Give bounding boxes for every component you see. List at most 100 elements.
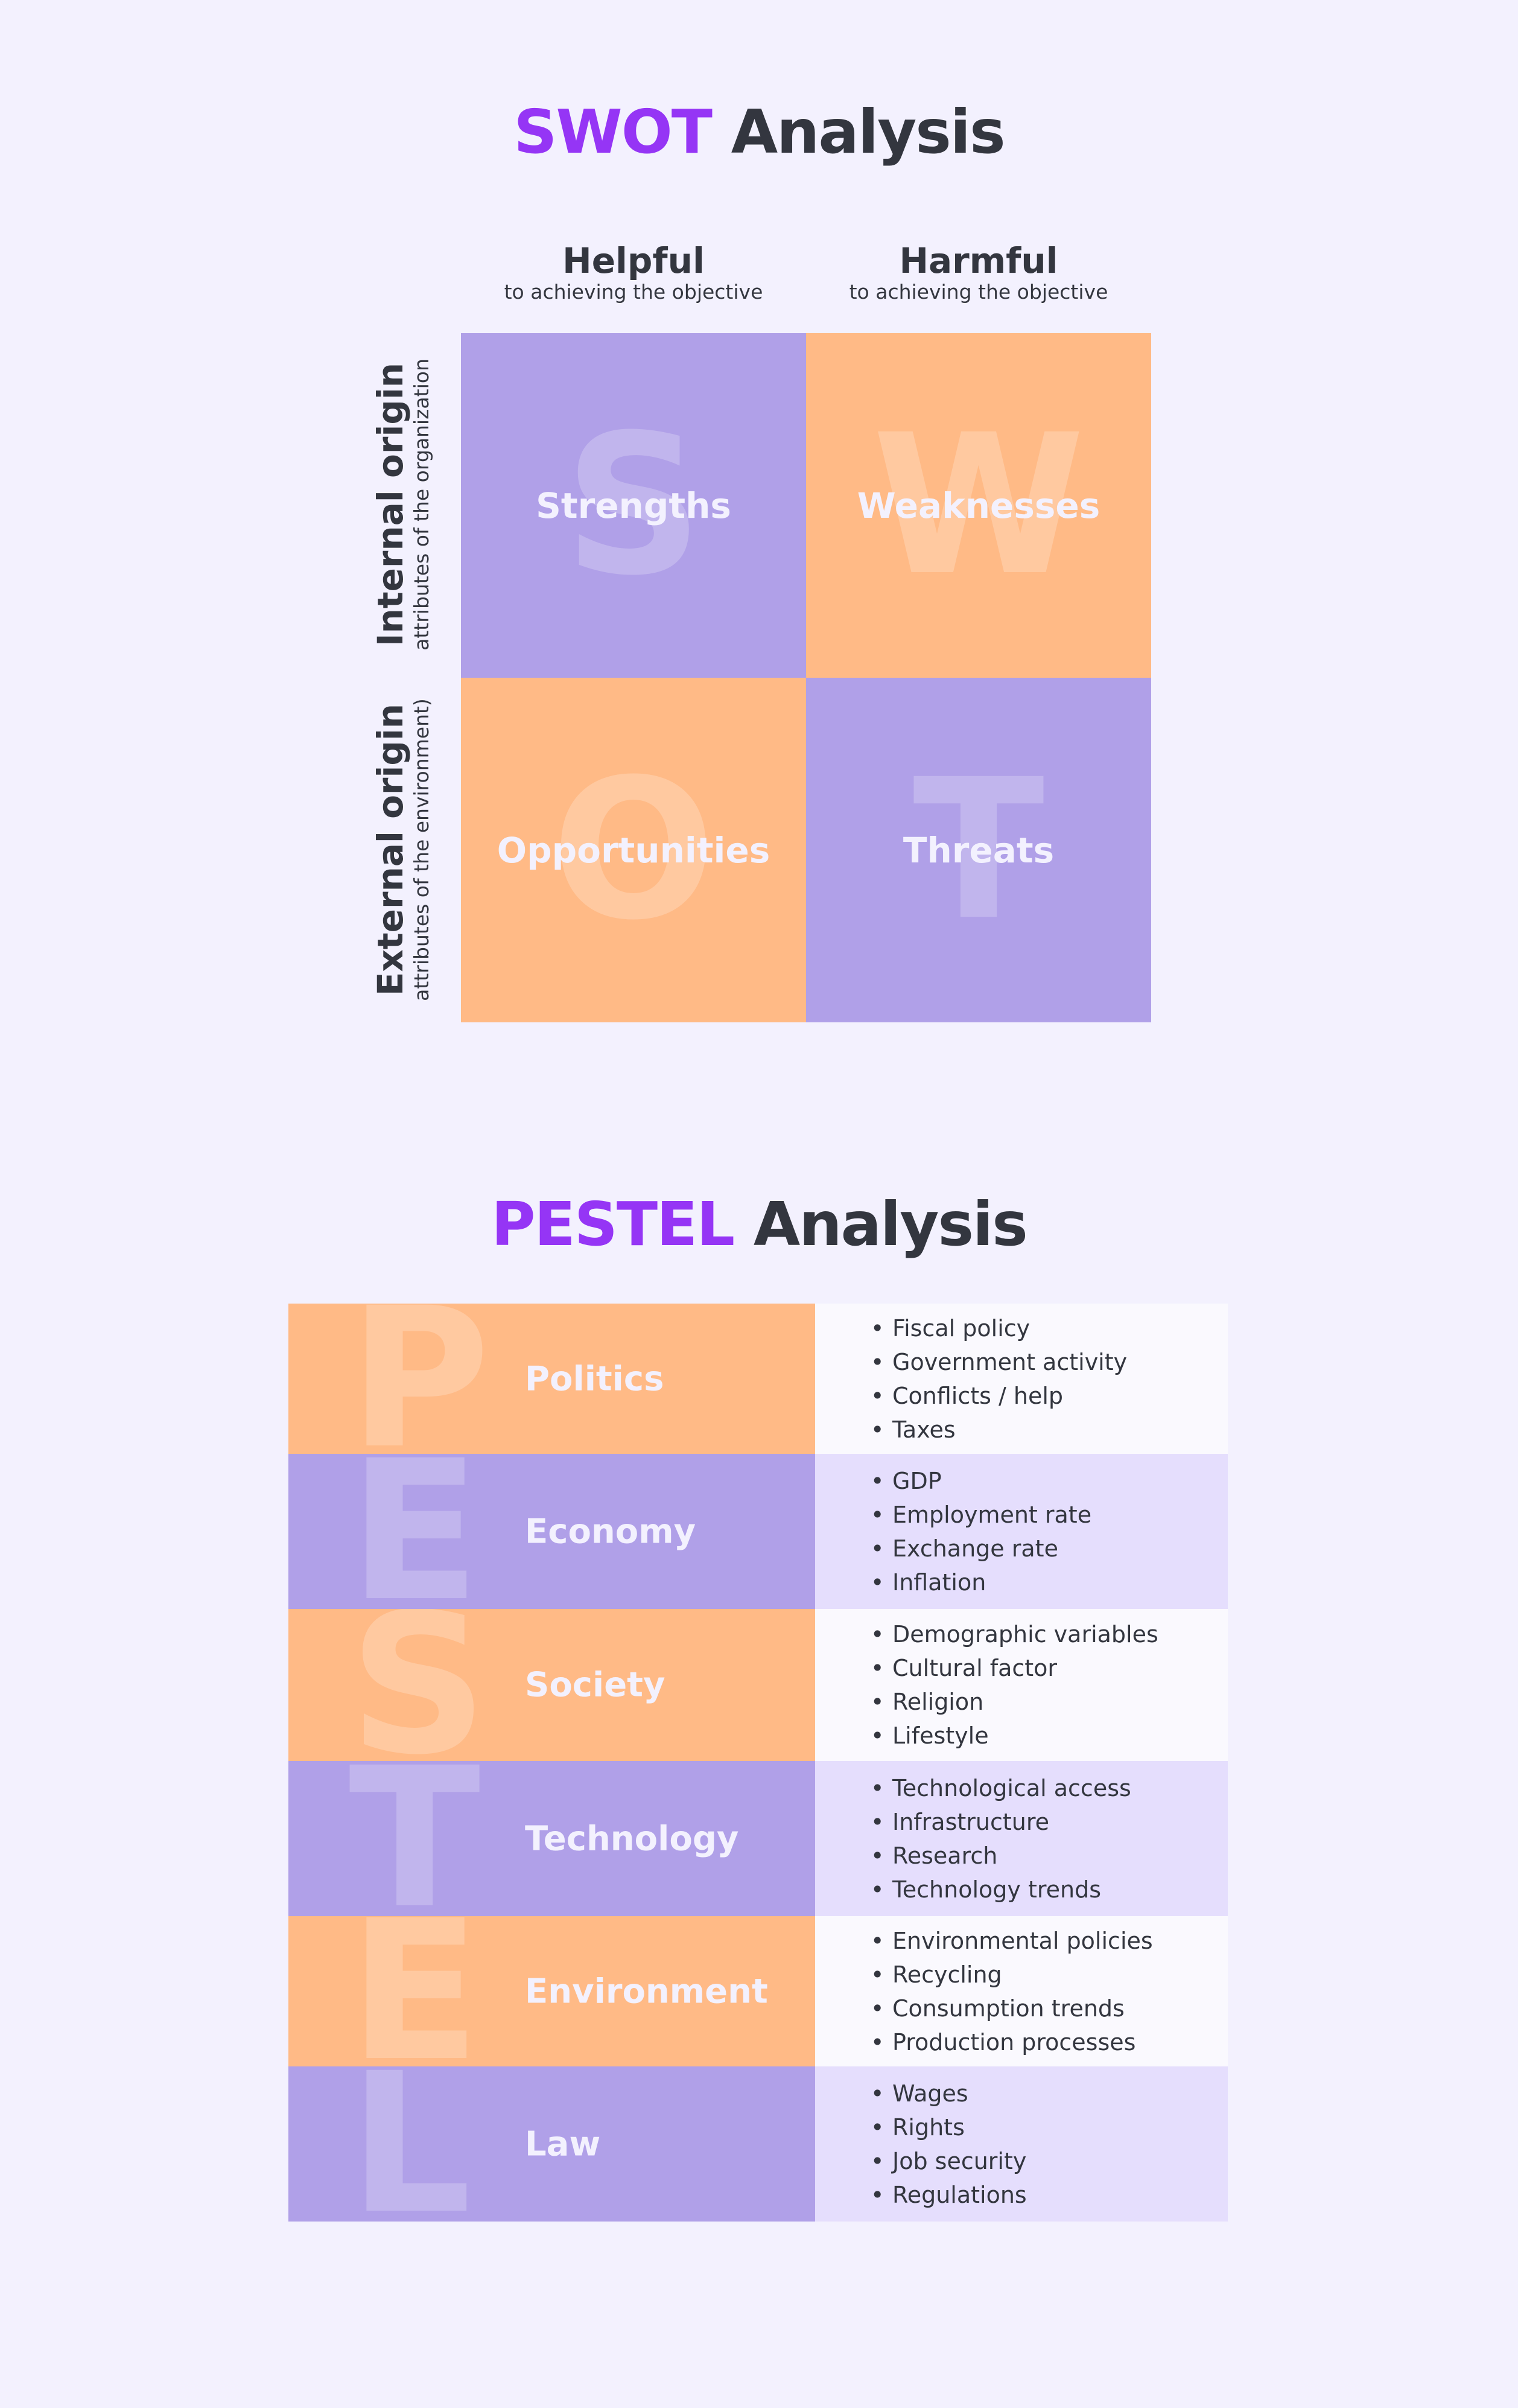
factor-details: • Fiscal policy • Government activity • Confl… xyxy=(815,1304,1228,1454)
cell-label: Strengths xyxy=(536,485,731,526)
list-item: • Consumption trends xyxy=(871,1992,1153,2025)
list-item: • Rights xyxy=(871,2110,1027,2144)
column-subheading: to achieving the objective xyxy=(504,280,763,304)
list-item-text: Inflation xyxy=(892,1569,986,1596)
bullet-icon: • xyxy=(871,1961,884,1988)
pestel-row-technology: T Technology • Technological access • Infrast… xyxy=(288,1761,1228,1916)
swot-title-rest: Analysis xyxy=(731,97,1006,167)
factor-details: • Environmental policies • Recycling • Consum… xyxy=(815,1916,1228,2066)
list-item-text: Religion xyxy=(892,1689,984,1715)
watermark-letter: E xyxy=(349,1916,481,2066)
list-item: • Cultural factor xyxy=(871,1651,1158,1685)
row-subheading: attributes of the environment) xyxy=(410,698,433,1001)
bullet-icon: • xyxy=(871,2028,884,2056)
bullet-icon: • xyxy=(871,1808,884,1835)
swot-cell-strengths: S Strengths xyxy=(461,333,806,678)
pestel-factor: T Technology xyxy=(288,1761,815,1916)
list-item: • Demographic variables xyxy=(871,1617,1158,1651)
list-item: • Employment rate xyxy=(871,1498,1092,1532)
list-item-text: Demographic variables xyxy=(892,1621,1158,1648)
list-item-text: Conflicts / help xyxy=(892,1382,1064,1409)
pestel-factor: S Society xyxy=(288,1609,815,1761)
pestel-title-rest: Analysis xyxy=(753,1189,1028,1260)
list-item-text: Regulations xyxy=(892,2181,1027,2208)
bullet-icon: • xyxy=(871,1927,884,1954)
pestel-factor: E Economy xyxy=(288,1454,815,1609)
factor-label: Technology xyxy=(525,1819,739,1858)
factor-list: • Wages • Rights • Job security • Regulations xyxy=(815,2077,1027,2212)
pestel-row-law: L Law • Wages • Rights • Job security • Regulatio… xyxy=(288,2066,1228,2222)
list-item-text: Consumption trends xyxy=(892,1995,1125,2022)
list-item: • Taxes xyxy=(871,1413,1127,1447)
watermark-letter: T xyxy=(912,737,1045,963)
list-item-text: Fiscal policy xyxy=(892,1314,1031,1342)
factor-list: • Environmental policies • Recycling • Consum… xyxy=(815,1924,1153,2059)
cell-label: Threats xyxy=(903,829,1055,871)
list-item: • Lifestyle xyxy=(871,1719,1158,1753)
swot-cell-opportunities: O Opportunities xyxy=(461,678,806,1022)
factor-details: • Demographic variables • Cultural factor • R… xyxy=(815,1609,1228,1761)
factor-list: • GDP • Employment rate • Exchange rate • Infla… xyxy=(815,1464,1091,1599)
bullet-icon: • xyxy=(871,1416,884,1443)
bullet-icon: • xyxy=(871,1842,884,1869)
list-item-text: Production processes xyxy=(892,2028,1136,2056)
swot-cell-weaknesses: W Weaknesses xyxy=(806,333,1151,678)
factor-details: • GDP • Employment rate • Exchange rate • Infla… xyxy=(815,1454,1228,1609)
watermark-letter: P xyxy=(349,1304,491,1454)
factor-list: • Technological access • Infrastructure • Res… xyxy=(815,1771,1131,1906)
list-item: • Government activity xyxy=(871,1345,1127,1379)
list-item: • Infrastructure xyxy=(871,1805,1131,1839)
column-subheading: to achieving the objective xyxy=(849,280,1108,304)
list-item: • Technology trends xyxy=(871,1873,1131,1906)
factor-list: • Fiscal policy • Government activity • Confl… xyxy=(815,1311,1127,1447)
list-item-text: Employment rate xyxy=(892,1501,1092,1528)
column-header-helpful: Helpful to achieving the objective xyxy=(461,241,806,304)
factor-label: Politics xyxy=(525,1359,664,1398)
list-item: • Technological access xyxy=(871,1771,1131,1805)
column-header-harmful: Harmful to achieving the objective xyxy=(806,241,1151,304)
list-item-text: Environmental policies xyxy=(892,1927,1153,1954)
bullet-icon: • xyxy=(871,1655,884,1681)
bullet-icon: • xyxy=(871,1348,884,1375)
list-item-text: Rights xyxy=(892,2113,965,2141)
bullet-icon: • xyxy=(871,1467,884,1494)
pestel-row-environment: E Environment • Environmental policies • Recy… xyxy=(288,1916,1228,2066)
list-item-text: Wages xyxy=(892,2080,968,2107)
list-item-text: Infrastructure xyxy=(892,1808,1050,1835)
list-item: • Religion xyxy=(871,1685,1158,1719)
list-item: • Conflicts / help xyxy=(871,1379,1127,1413)
factor-label: Society xyxy=(525,1665,665,1705)
list-item: • Recycling xyxy=(871,1958,1153,1992)
factor-details: • Technological access • Infrastructure • Res… xyxy=(815,1761,1228,1916)
pestel-title-accent: PESTEL xyxy=(491,1189,735,1260)
list-item-text: Lifestyle xyxy=(892,1722,989,1749)
list-item-text: Taxes xyxy=(892,1416,956,1443)
factor-label: Economy xyxy=(525,1512,696,1551)
list-item: • Production processes xyxy=(871,2025,1153,2059)
pestel-row-politics: P Politics • Fiscal policy • Government activ… xyxy=(288,1304,1228,1454)
list-item-text: Cultural factor xyxy=(892,1655,1058,1681)
list-item: • GDP xyxy=(871,1464,1091,1498)
row-heading: Internal origin xyxy=(370,362,411,647)
list-item: • Fiscal policy xyxy=(871,1311,1127,1345)
factor-list: • Demographic variables • Cultural factor • R… xyxy=(815,1617,1158,1753)
column-heading: Harmful xyxy=(899,240,1058,281)
factor-details: • Wages • Rights • Job security • Regulations xyxy=(815,2066,1228,2222)
list-item: • Regulations xyxy=(871,2178,1027,2212)
swot-title: SWOT Analysis xyxy=(0,97,1518,167)
pestel-title: PESTEL Analysis xyxy=(0,1189,1518,1260)
list-item-text: Technological access xyxy=(892,1774,1131,1801)
bullet-icon: • xyxy=(871,1689,884,1715)
cell-label: Opportunities xyxy=(497,829,770,871)
watermark-letter: S xyxy=(564,393,703,618)
list-item-text: Recycling xyxy=(892,1961,1002,1988)
pestel-row-society: S Society • Demographic variables • Cultural … xyxy=(288,1609,1228,1761)
bullet-icon: • xyxy=(871,1314,884,1342)
factor-label: Environment xyxy=(525,1972,768,2011)
bullet-icon: • xyxy=(871,2113,884,2141)
bullet-icon: • xyxy=(871,1876,884,1903)
swot-cell-threats: T Threats xyxy=(806,678,1151,1022)
list-item: • Inflation xyxy=(871,1566,1091,1599)
cell-label: Weaknesses xyxy=(857,485,1100,526)
row-header-internal: Internal origin attributes of the organi… xyxy=(370,332,449,677)
